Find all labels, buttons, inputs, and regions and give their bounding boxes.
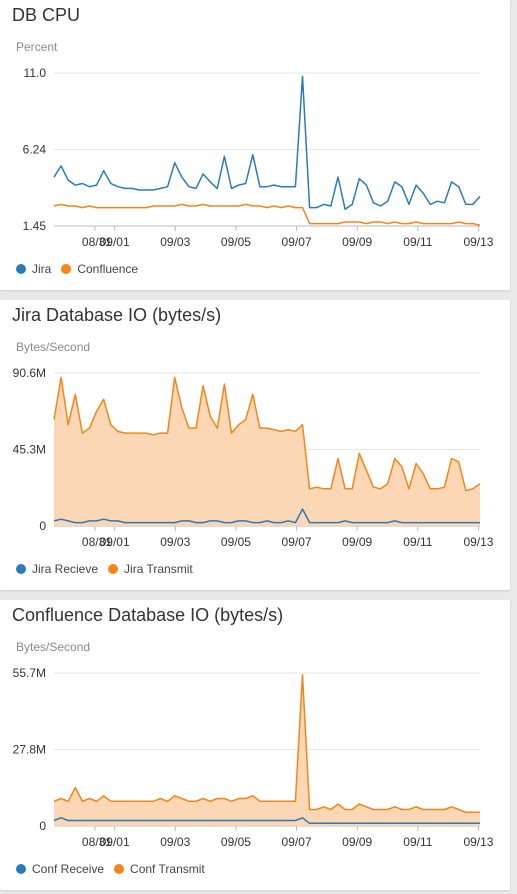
series-line-conf-transmit bbox=[53, 674, 480, 814]
x-tick-label: 08/31 bbox=[82, 535, 112, 549]
legend-swatch-orange-icon bbox=[108, 564, 119, 574]
legend-item-conf-receive[interactable]: Conf Receive bbox=[16, 862, 104, 876]
x-tick-label: 09/01 bbox=[100, 535, 130, 549]
legend-swatch-orange-icon bbox=[114, 864, 125, 874]
series-area-conf-transmit bbox=[54, 674, 480, 826]
x-tick-label: 09/01 bbox=[100, 235, 130, 249]
chart-title: DB CPU bbox=[12, 5, 81, 25]
x-tick-label: 08/31 bbox=[82, 235, 112, 249]
chart-legend: Jira Confluence bbox=[16, 262, 148, 276]
legend-label: Jira bbox=[32, 262, 52, 276]
legend-swatch-blue-icon bbox=[16, 864, 26, 874]
legend-item-confluence[interactable]: Confluence bbox=[61, 262, 138, 276]
x-tick-label: 09/05 bbox=[221, 235, 251, 249]
legend-label: Jira Recieve bbox=[32, 562, 99, 576]
y-axis-unit-label: Percent bbox=[16, 40, 58, 54]
y-tick-label: 90.6M bbox=[13, 366, 46, 380]
y-tick-label: 11.0 bbox=[24, 66, 47, 80]
series-line-conf-receive bbox=[53, 817, 480, 825]
chart-card-db-cpu: DB CPU Percent 11.0 6.24 1.45 08/31 09/01 09/… bbox=[0, 0, 510, 290]
x-tick-label: 09/13 bbox=[463, 535, 493, 549]
legend-item-conf-transmit[interactable]: Conf Transmit bbox=[114, 862, 205, 876]
series-area-jira-transmit bbox=[54, 377, 480, 526]
x-tick-label: 09/03 bbox=[160, 235, 190, 249]
x-tick-label: 09/13 bbox=[463, 235, 493, 249]
legend-swatch-orange-icon bbox=[61, 264, 72, 274]
chart-title: Confluence Database IO (bytes/s) bbox=[12, 605, 284, 625]
chart-legend: Jira Recieve Jira Transmit bbox=[16, 562, 203, 576]
x-tick-label: 09/11 bbox=[403, 535, 432, 549]
x-tick-label: 09/11 bbox=[403, 835, 432, 849]
chart-card-confluence-database-io: Confluence Database IO (bytes/s) Bytes/S… bbox=[0, 600, 510, 890]
series-line-jira-recieve bbox=[53, 508, 480, 524]
y-tick-label: 0 bbox=[39, 519, 46, 533]
chart-card-jira-database-io: Jira Database IO (bytes/s) Bytes/Second … bbox=[0, 300, 510, 590]
x-tick-label: 09/13 bbox=[463, 835, 493, 849]
legend-swatch-blue-icon bbox=[16, 564, 26, 574]
legend-item-jira-recieve[interactable]: Jira Recieve bbox=[16, 562, 98, 576]
x-tick-label: 09/05 bbox=[221, 835, 251, 849]
legend-label: Conf Transmit bbox=[130, 862, 205, 876]
chart-title: Jira Database IO (bytes/s) bbox=[12, 305, 222, 325]
chart-legend: Conf Receive Conf Transmit bbox=[16, 862, 215, 876]
y-axis-unit-label: Bytes/Second bbox=[16, 640, 91, 654]
legend-label: Jira Transmit bbox=[124, 562, 193, 576]
x-tick-label: 09/07 bbox=[282, 535, 312, 549]
x-tick-label: 09/03 bbox=[160, 835, 190, 849]
y-tick-label: 55.7M bbox=[13, 666, 46, 680]
x-tick-label: 09/09 bbox=[342, 835, 372, 849]
legend-item-jira-transmit[interactable]: Jira Transmit bbox=[108, 562, 193, 576]
y-tick-label: 6.24 bbox=[23, 143, 47, 157]
legend-label: Confluence bbox=[77, 262, 139, 276]
series-line-jira bbox=[53, 75, 481, 210]
x-tick-label: 09/05 bbox=[221, 535, 251, 549]
x-tick-label: 09/09 bbox=[342, 535, 372, 549]
x-tick-label: 09/11 bbox=[403, 235, 432, 249]
x-tick-label: 09/01 bbox=[100, 835, 130, 849]
y-axis-unit-label: Bytes/Second bbox=[16, 340, 91, 354]
x-tick-label: 09/03 bbox=[160, 535, 190, 549]
y-tick-label: 27.8M bbox=[13, 743, 46, 757]
grid-lines bbox=[54, 72, 480, 227]
legend-swatch-blue-icon bbox=[16, 264, 26, 274]
legend-label: Conf Receive bbox=[32, 862, 105, 876]
y-tick-label: 1.45 bbox=[23, 219, 47, 233]
series-line-jira-transmit bbox=[53, 376, 481, 492]
series-line-confluence bbox=[53, 203, 481, 226]
x-tick-label: 09/09 bbox=[342, 235, 372, 249]
legend-item-jira[interactable]: Jira bbox=[16, 262, 51, 276]
y-tick-label: 45.3M bbox=[13, 443, 46, 457]
x-tick-label: 08/31 bbox=[82, 835, 112, 849]
y-tick-label: 0 bbox=[39, 819, 46, 833]
x-tick-label: 09/07 bbox=[282, 235, 312, 249]
x-tick-label: 09/07 bbox=[282, 835, 312, 849]
